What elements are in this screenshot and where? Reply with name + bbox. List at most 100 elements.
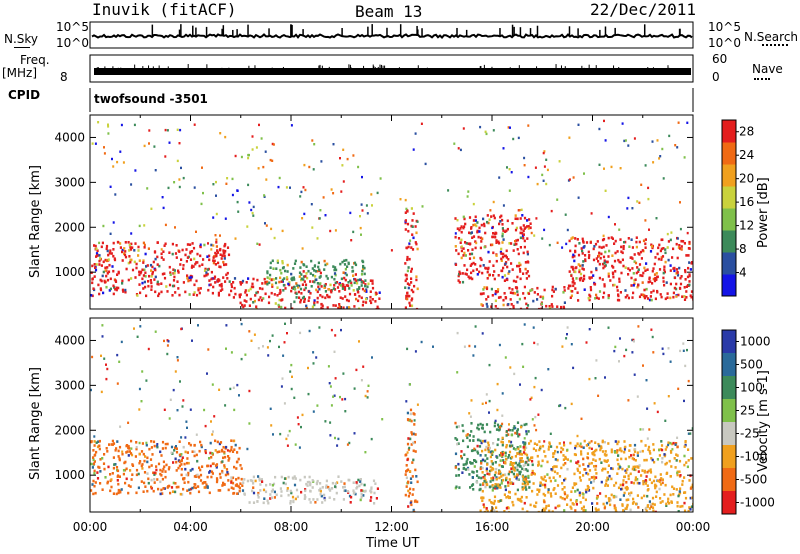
heatmap-cell: [130, 453, 134, 457]
heatmap-cell: [622, 264, 625, 268]
heatmap-cell: [576, 488, 579, 492]
heatmap-cell: [601, 467, 605, 471]
heatmap-cell: [517, 434, 520, 438]
heatmap-cell: [488, 273, 491, 277]
heatmap-cell: [199, 468, 202, 472]
heatmap-cell: [515, 280, 518, 283]
heatmap-cell: [658, 480, 661, 484]
heatmap-cell: [191, 450, 194, 453]
heatmap-cell: [527, 430, 530, 433]
heatmap-cell: [536, 443, 539, 446]
heatmap-cell: [594, 297, 597, 300]
heatmap-cell: [475, 470, 479, 473]
heatmap-cell: [115, 286, 118, 290]
heatmap-cell: [243, 478, 246, 481]
heatmap-cell: [202, 191, 204, 195]
heatmap-cell: [607, 464, 610, 467]
station-title: Inuvik (fitACF): [92, 0, 237, 19]
heatmap-cell: [90, 440, 93, 443]
heatmap-cell: [261, 480, 264, 483]
heatmap-cell: [352, 154, 355, 157]
heatmap-cell: [241, 279, 245, 283]
heatmap-cell: [198, 449, 201, 453]
heatmap-cell: [683, 295, 686, 298]
heatmap-cell: [678, 247, 682, 250]
heatmap-cell: [636, 454, 639, 457]
heatmap-cell: [221, 484, 224, 487]
heatmap-cell: [210, 456, 213, 459]
heatmap-cell: [295, 296, 298, 299]
heatmap-cell: [266, 499, 269, 503]
heatmap-cell: [669, 360, 672, 363]
heatmap-cell: [525, 488, 528, 491]
heatmap-cell: [413, 419, 416, 422]
heatmap-cell: [481, 496, 484, 499]
heatmap-cell: [152, 440, 156, 444]
heatmap-cell: [308, 290, 311, 293]
heatmap-cell: [687, 509, 690, 512]
nsky-tick-low: 10^0: [56, 36, 89, 50]
heatmap-cell: [94, 268, 98, 272]
heatmap-cell: [230, 481, 233, 484]
heatmap-cell: [522, 251, 525, 255]
heatmap-cell: [617, 467, 620, 471]
heatmap-cell: [164, 470, 167, 473]
heatmap-cell: [543, 509, 546, 512]
heatmap-cell: [138, 259, 141, 262]
heatmap-cell: [214, 281, 217, 284]
heatmap-cell: [480, 303, 483, 306]
heatmap-cell: [209, 283, 212, 286]
heatmap-cell: [535, 449, 538, 452]
heatmap-cell: [321, 486, 324, 489]
heatmap-cell: [492, 476, 495, 480]
heatmap-cell: [151, 265, 154, 269]
heatmap-cell: [649, 280, 652, 283]
heatmap-cell: [542, 507, 545, 511]
heatmap-cell: [207, 288, 210, 292]
heatmap-cell: [630, 491, 633, 495]
heatmap-cell: [299, 300, 302, 304]
heatmap-cell: [335, 268, 338, 272]
heatmap-cell: [653, 279, 657, 283]
heatmap-cell: [306, 480, 309, 484]
heatmap-cell: [193, 483, 196, 486]
heatmap-cell: [459, 227, 462, 230]
heatmap-cell: [513, 243, 516, 246]
freq-label: Freq.: [20, 53, 50, 67]
heatmap-cell: [559, 495, 562, 499]
heatmap-cell: [175, 445, 177, 448]
heatmap-cell: [509, 440, 513, 444]
heatmap-cell: [636, 478, 639, 481]
heatmap-cell: [364, 451, 367, 454]
heatmap-cell: [222, 251, 225, 255]
heatmap-cell: [459, 241, 462, 244]
heatmap-cell: [468, 473, 471, 476]
heatmap-cell: [119, 425, 122, 428]
heatmap-cell: [543, 150, 546, 153]
heatmap-cell: [570, 402, 573, 406]
heatmap-cell: [589, 288, 593, 292]
heatmap-cell: [545, 304, 548, 308]
heatmap-cell: [106, 249, 109, 253]
heatmap-cell: [468, 252, 472, 256]
heatmap-cell: [613, 484, 616, 487]
heatmap-cell: [294, 477, 297, 480]
heatmap-cell: [563, 478, 566, 482]
heatmap-cell: [475, 224, 478, 228]
heatmap-cell: [215, 253, 218, 256]
heatmap-cell: [623, 475, 626, 478]
heatmap-cell: [619, 466, 622, 469]
heatmap-cell: [117, 449, 120, 453]
heatmap-cell: [492, 486, 495, 490]
heatmap-cell: [152, 489, 155, 493]
heatmap-cell: [204, 451, 207, 455]
heatmap-cell: [148, 465, 151, 469]
heatmap-cell: [164, 242, 167, 246]
heatmap-cell: [184, 253, 187, 257]
heatmap-cell: [286, 489, 289, 492]
heatmap-cell: [659, 478, 662, 482]
heatmap-cell: [456, 331, 459, 335]
heatmap-cell: [226, 271, 229, 275]
heatmap-cell: [484, 231, 487, 235]
heatmap-cell: [279, 432, 282, 436]
